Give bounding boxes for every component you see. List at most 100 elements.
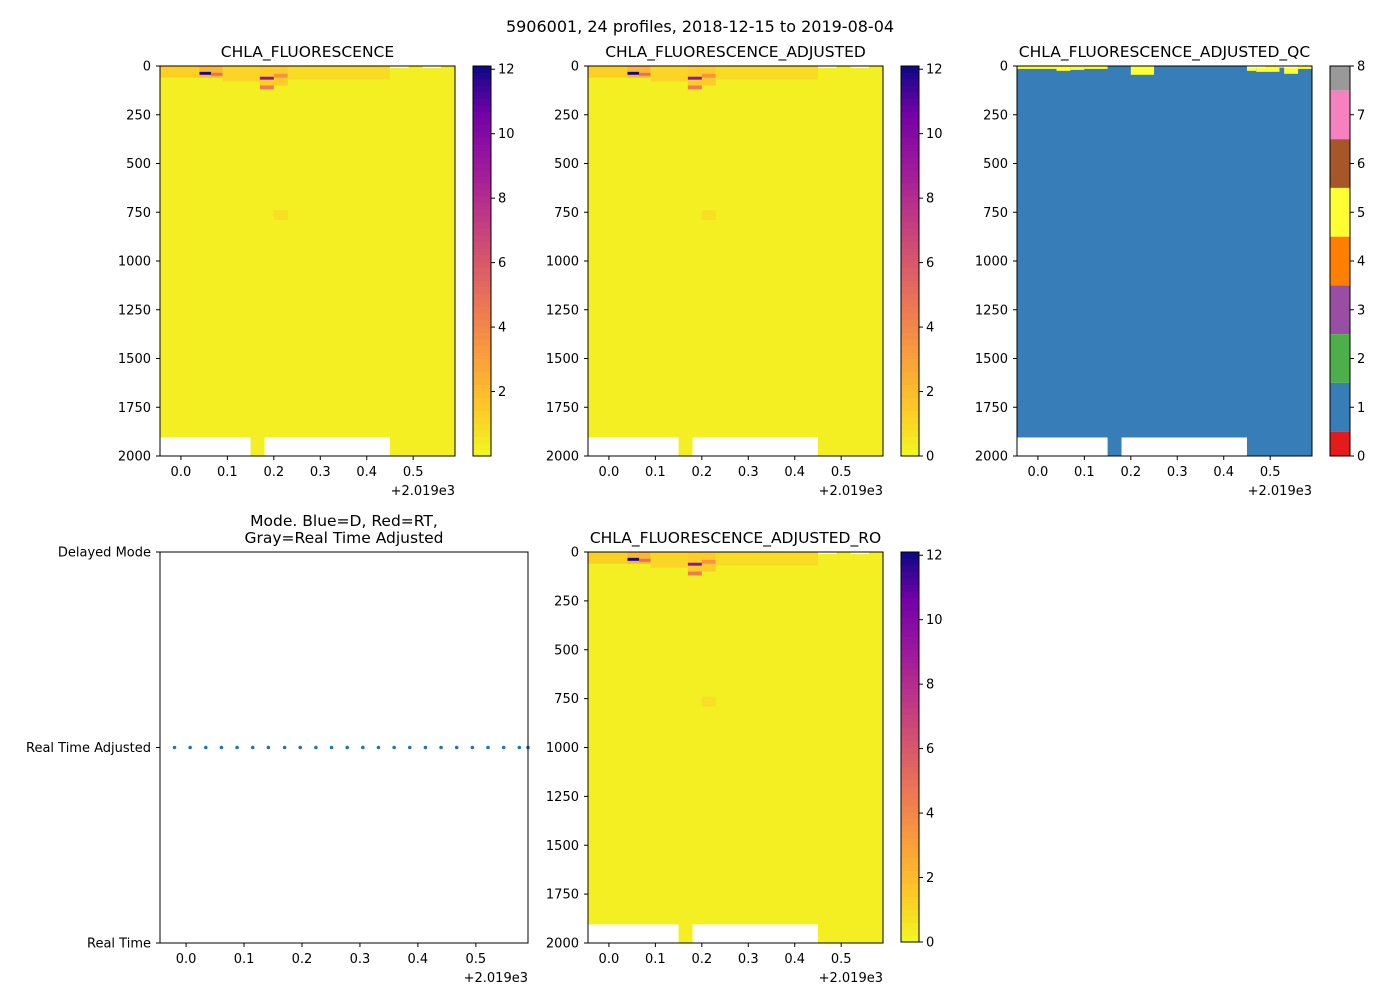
x-tick-label: 0.5	[831, 465, 852, 480]
colorbar-segment	[473, 371, 491, 379]
y-tick-label: 750	[126, 206, 151, 221]
colorbar-segment	[901, 662, 919, 670]
x-tick-label: 0.2	[691, 465, 712, 480]
colorbar-segment	[901, 773, 919, 780]
y-tick-label: 250	[983, 108, 1008, 123]
mode-point	[219, 745, 224, 750]
colorbar-segment	[473, 326, 491, 333]
colorbar-segment	[901, 864, 919, 871]
colorbar-segment	[901, 287, 919, 294]
colorbar-segment	[901, 578, 919, 585]
colorbar-frame	[900, 65, 920, 457]
colorbar-segment	[901, 851, 919, 858]
y-tick-label: 2000	[546, 937, 579, 952]
colorbar-segment	[901, 241, 919, 249]
heatmap-cell	[715, 66, 818, 80]
colorbar-segment	[473, 378, 491, 385]
y-tick-label: 1500	[546, 839, 579, 854]
colorbar-segment	[473, 176, 491, 184]
x-offset-label: +2.019e3	[819, 484, 883, 499]
panel-title: CHLA_FLUORESCENCE	[221, 43, 394, 62]
colorbar-category	[1330, 382, 1350, 432]
heatmap-background	[588, 66, 883, 456]
mode-point	[314, 745, 318, 750]
colorbar-tick-label: 6	[926, 742, 934, 757]
colorbar-segment	[901, 319, 919, 327]
y-tick-label: 1000	[975, 255, 1008, 270]
colorbar-segment	[901, 85, 919, 93]
heatmap-missing-region	[1121, 437, 1247, 456]
colorbar-segment	[901, 189, 919, 197]
colorbar-segment	[901, 430, 919, 437]
colorbar: 0 2 4 6 8 10 12	[900, 549, 943, 951]
y-tick-label: 1250	[118, 303, 151, 318]
heatmap-missing-region	[588, 437, 679, 456]
colorbar-segment	[901, 449, 919, 457]
colorbar-segment	[473, 339, 491, 346]
x-tick-label: 0.2	[1120, 465, 1141, 480]
colorbar-segment	[473, 423, 491, 431]
colorbar-segment	[901, 649, 919, 657]
x-tick-label: 0.2	[292, 952, 313, 967]
mode-point	[361, 745, 365, 750]
mode-point	[423, 745, 428, 750]
panel-title: CHLA_FLUORESCENCE_ADJUSTED	[605, 43, 866, 62]
heatmap-panel-4: CHLA_FLUORESCENCE_ADJUSTED_RO 0.0 0.1 0.2 0.…	[546, 529, 943, 986]
heatmap-cell	[287, 66, 390, 80]
colorbar-segment	[473, 345, 491, 353]
colorbar-segment	[901, 740, 919, 748]
colorbar-segment	[901, 111, 919, 119]
colorbar-segment	[901, 753, 919, 761]
colorbar-segment	[901, 792, 919, 800]
colorbar-tick-label: 6	[926, 256, 934, 271]
colorbar: 0 2 4 6 8 10 12	[900, 63, 943, 465]
heatmap-cell	[259, 76, 274, 80]
x-tick-label: 0.0	[176, 952, 197, 967]
colorbar-segment	[901, 332, 919, 340]
colorbar-segment	[473, 280, 491, 288]
colorbar-segment	[901, 144, 919, 151]
colorbar-category	[1330, 90, 1350, 140]
heatmap-background	[588, 552, 883, 943]
colorbar-segment	[901, 202, 919, 210]
colorbar-segment	[901, 766, 919, 774]
colorbar-segment	[901, 124, 919, 132]
mode-point	[517, 745, 522, 750]
colorbar-segment	[473, 417, 491, 424]
colorbar-segment	[473, 144, 491, 151]
colorbar-tick-label: 5	[1357, 206, 1365, 221]
heatmap-cell	[687, 571, 702, 576]
heatmap-cell	[160, 66, 200, 78]
colorbar-segment	[473, 202, 491, 210]
x-tick-label: 0.3	[738, 952, 759, 967]
colorbar-segment	[901, 812, 919, 819]
heatmap-cell	[701, 210, 716, 221]
colorbar-segment	[901, 170, 919, 177]
heatmap-cell	[701, 73, 716, 78]
colorbar-tick-label: 3	[1357, 303, 1365, 318]
colorbar-segment	[901, 391, 919, 398]
colorbar-segment	[473, 254, 491, 262]
colorbar-segment	[901, 261, 919, 268]
y-tick-label: 250	[126, 108, 151, 123]
heatmap-background	[160, 66, 455, 456]
colorbar-tick-label: 4	[926, 321, 934, 336]
colorbar-segment	[473, 66, 491, 73]
mode-point	[266, 745, 271, 750]
y-tick-label: 0	[571, 546, 579, 561]
colorbar-tick-label: 0	[1357, 450, 1365, 465]
x-tick-label: 0.1	[1074, 465, 1095, 480]
colorbar-segment	[901, 922, 919, 930]
heatmap-cell	[588, 66, 628, 78]
heatmap-cell	[1130, 66, 1155, 75]
heatmap-background	[1017, 66, 1312, 456]
x-tick-label: 0.1	[217, 465, 238, 480]
heatmap-cell	[1298, 66, 1312, 69]
colorbar-segment	[901, 779, 919, 787]
heatmap-cell	[687, 562, 702, 566]
colorbar-segment	[473, 430, 491, 437]
mode-point	[501, 745, 506, 750]
colorbar-segment	[901, 799, 919, 806]
colorbar-segment	[473, 410, 491, 418]
colorbar-segment	[473, 72, 491, 80]
